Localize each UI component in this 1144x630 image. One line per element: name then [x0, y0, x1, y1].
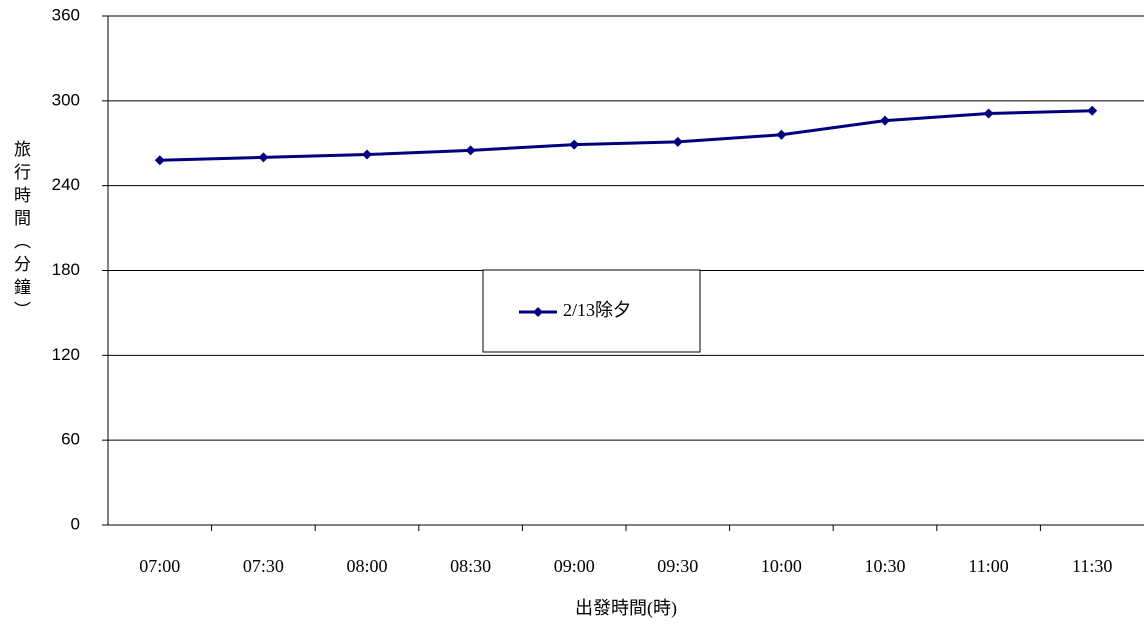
marker — [362, 149, 372, 160]
y-tick-label: 120 — [52, 345, 80, 364]
y-tick-label: 240 — [52, 175, 80, 194]
y-tick-label: 180 — [52, 260, 80, 279]
marker — [983, 108, 994, 119]
marker — [258, 152, 269, 163]
y-tick-label: 60 — [61, 430, 80, 449]
x-tick-label: 08:00 — [346, 556, 387, 576]
marker — [1087, 105, 1098, 116]
legend-marker — [533, 307, 543, 317]
x-tick-label: 08:30 — [450, 556, 491, 576]
x-tick-label: 07:30 — [243, 556, 284, 576]
x-tick-label: 09:30 — [657, 556, 698, 576]
y-axis-label: 旅行時間（分鐘） — [10, 140, 30, 324]
marker — [776, 129, 787, 140]
y-tick-label: 300 — [52, 90, 80, 109]
marker — [880, 115, 890, 126]
x-tick-label: 11:30 — [1072, 556, 1112, 576]
x-tick-label: 10:00 — [761, 556, 802, 576]
marker — [465, 145, 476, 156]
y-tick-label: 0 — [71, 514, 80, 533]
x-tick-label: 07:00 — [139, 556, 180, 576]
y-tick-label: 360 — [52, 5, 80, 24]
series-line — [159, 109, 1093, 162]
x-axis-label: 出發時間(時) — [575, 598, 677, 619]
marker — [569, 139, 580, 150]
marker — [672, 136, 683, 147]
legend-label: 2/13除夕 — [563, 300, 631, 320]
marker — [154, 155, 165, 166]
x-tick-label: 09:00 — [554, 556, 595, 576]
x-tick-label: 11:00 — [968, 556, 1008, 576]
x-tick-label: 10:30 — [864, 556, 905, 576]
